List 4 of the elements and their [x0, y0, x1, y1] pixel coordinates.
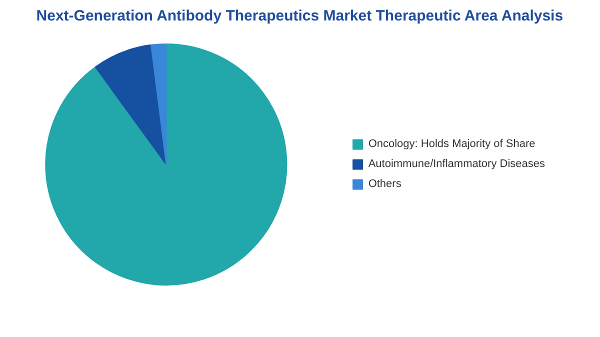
chart-title: Next-Generation Antibody Therapeutics Market Therapeutic Area Analysis [36, 8, 564, 24]
legend-label: Others [368, 178, 402, 190]
legend-label: Oncology: Holds Majority of Share [368, 138, 536, 150]
legend-label: Autoimmune/Inflammatory Diseases [368, 158, 545, 170]
